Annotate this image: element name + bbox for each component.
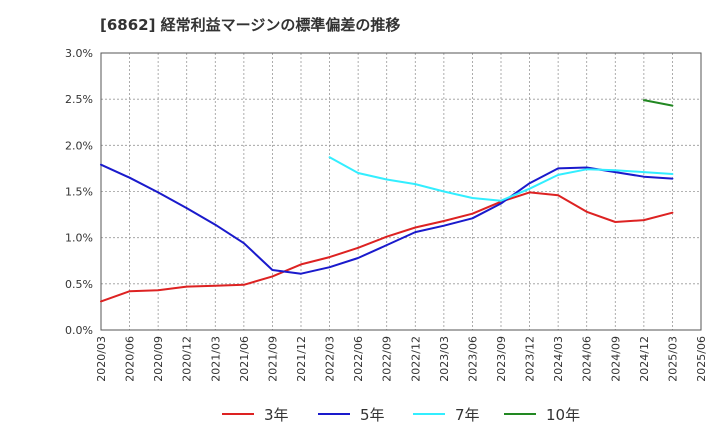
grid <box>101 53 701 330</box>
legend-swatch <box>504 413 536 415</box>
x-tick-label: 2024/03 <box>552 336 565 382</box>
plot-area-border <box>100 52 702 331</box>
x-tick-label: 2023/09 <box>495 336 508 382</box>
x-tick-label: 2023/06 <box>466 336 479 382</box>
legend-label: 10年 <box>546 405 581 424</box>
legend-label: 5年 <box>360 405 385 424</box>
x-tick-label: 2024/09 <box>609 336 622 382</box>
legend-swatch <box>318 413 350 415</box>
y-tick-label: 0.0% <box>65 324 93 337</box>
x-tick-label: 2021/06 <box>238 336 251 382</box>
x-tick-label: 2025/03 <box>666 336 679 382</box>
y-tick-label: 2.0% <box>65 139 93 152</box>
y-tick-label: 3.0% <box>65 47 93 60</box>
legend-label: 7年 <box>455 405 480 424</box>
series-line-10年 <box>642 99 674 107</box>
x-tick-label: 2023/03 <box>438 336 451 382</box>
series-line-3年 <box>100 191 674 303</box>
chart-title: [6862] 経常利益マージンの標準偏差の推移 <box>100 16 401 34</box>
x-tick-label: 2020/06 <box>124 336 137 382</box>
legend-swatch <box>413 413 445 415</box>
x-tick-label: 2023/12 <box>524 336 537 382</box>
axes: 0.0% 0.5% 1.0% 1.5% 2.0% 2.5% 3.0% 2020/03 2020/… <box>65 47 708 382</box>
x-tick-label: 2022/12 <box>409 336 422 382</box>
legend-item: 5年 <box>318 400 385 428</box>
x-tick-label: 2021/12 <box>295 336 308 382</box>
y-tick-label: 1.5% <box>65 186 93 199</box>
x-tick-label: 2025/06 <box>695 336 708 382</box>
y-tick-label: 1.0% <box>65 232 93 245</box>
legend-item: 10年 <box>504 400 580 428</box>
x-tick-label: 2021/03 <box>209 336 222 382</box>
x-tick-label: 2020/12 <box>181 336 194 382</box>
legend-item: 3年 <box>222 400 289 428</box>
x-tick-label: 2020/03 <box>95 336 108 382</box>
x-tick-label: 2022/06 <box>352 336 365 382</box>
x-tick-label: 2022/09 <box>381 336 394 382</box>
legend-label: 3年 <box>264 405 289 424</box>
legend: 3年 5年 7年 10年 <box>0 400 720 430</box>
series-layer <box>100 99 674 303</box>
legend-item: 7年 <box>413 400 480 428</box>
legend-swatch <box>222 413 254 415</box>
x-tick-label: 2021/09 <box>266 336 279 382</box>
x-tick-label: 2020/09 <box>152 336 165 382</box>
series-line-5年 <box>100 163 674 275</box>
y-tick-label: 2.5% <box>65 93 93 106</box>
x-tick-label: 2024/12 <box>638 336 651 382</box>
x-tick-label: 2024/06 <box>581 336 594 382</box>
series-line-7年 <box>328 156 674 202</box>
x-tick-label: 2022/03 <box>324 336 337 382</box>
y-tick-label: 0.5% <box>65 278 93 291</box>
